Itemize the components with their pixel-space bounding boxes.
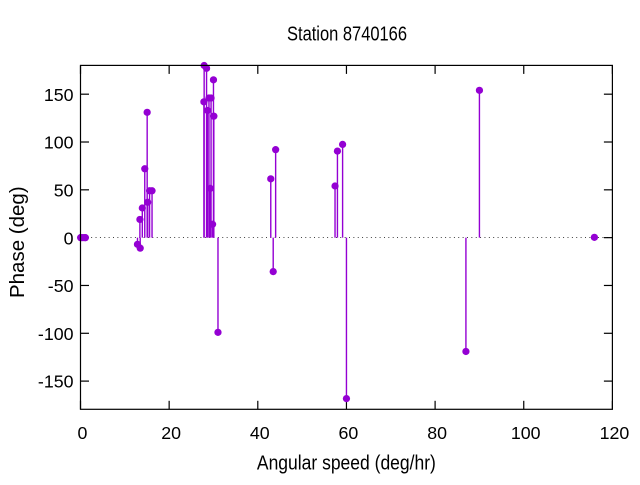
svg-text:100: 100 [44, 133, 74, 153]
svg-text:80: 80 [427, 423, 447, 443]
svg-text:50: 50 [54, 180, 74, 200]
svg-text:-150: -150 [38, 372, 74, 392]
svg-text:60: 60 [339, 423, 359, 443]
svg-text:Angular speed (deg/hr): Angular speed (deg/hr) [257, 452, 436, 475]
svg-text:120: 120 [600, 423, 630, 443]
svg-text:Phase (deg): Phase (deg) [6, 186, 29, 298]
svg-text:150: 150 [44, 85, 74, 105]
svg-text:0: 0 [78, 423, 88, 443]
svg-text:0: 0 [64, 228, 74, 248]
svg-text:20: 20 [161, 423, 181, 443]
svg-text:-50: -50 [48, 276, 74, 296]
svg-text:Station 8740166: Station 8740166 [287, 23, 407, 46]
svg-text:-100: -100 [38, 324, 74, 344]
svg-text:100: 100 [511, 423, 541, 443]
svg-text:40: 40 [250, 423, 270, 443]
